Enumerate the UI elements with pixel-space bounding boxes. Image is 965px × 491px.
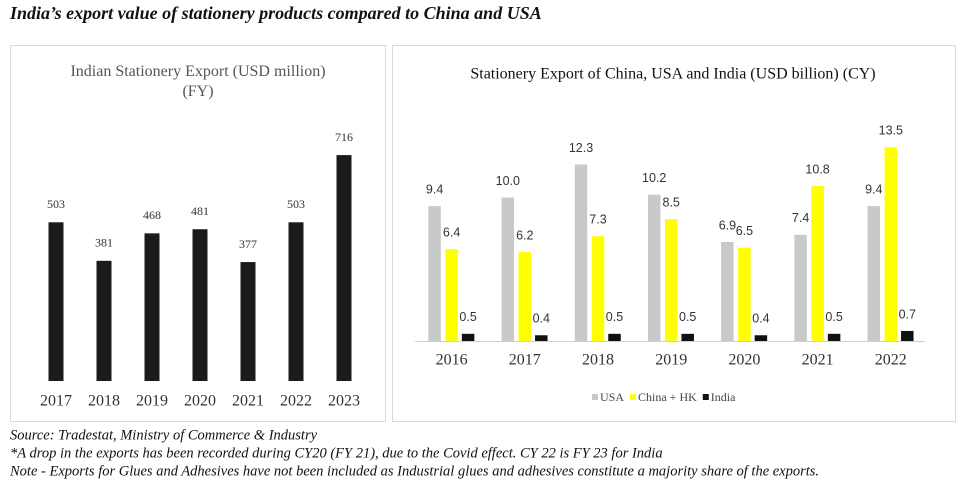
data-label: 468 <box>143 208 161 222</box>
data-label: 0.5 <box>606 310 623 324</box>
bar <box>754 335 768 341</box>
bar <box>681 333 694 341</box>
legend-label: India <box>711 390 736 404</box>
bar <box>867 206 881 341</box>
data-label: 9.4 <box>865 182 882 196</box>
legend-label: China + HK <box>638 390 697 404</box>
data-label: 716 <box>335 130 353 144</box>
data-label: 381 <box>95 236 113 250</box>
x-tick-label: 2018 <box>88 393 120 410</box>
bar <box>901 330 914 341</box>
x-tick-label: 2016 <box>436 352 468 369</box>
x-tick-label: 2020 <box>728 352 760 369</box>
right-chart-title: Stationery Export of China, USA and Indi… <box>470 66 875 83</box>
note: *A drop in the exports has been recorded… <box>10 445 663 461</box>
data-label: 377 <box>239 237 257 251</box>
x-tick-label: 2023 <box>328 393 360 410</box>
data-label: 13.5 <box>879 124 903 138</box>
bar <box>288 222 304 381</box>
bar <box>738 247 751 341</box>
bar <box>144 233 160 381</box>
data-label: 0.7 <box>899 307 916 321</box>
bar <box>574 164 588 341</box>
data-label: 6.9 <box>719 218 736 232</box>
data-label: 12.3 <box>569 141 593 155</box>
legend-label: USA <box>600 390 624 404</box>
data-label: 0.5 <box>679 310 696 324</box>
data-label: 6.4 <box>443 225 460 239</box>
note: Source: Tradestat, Ministry of Commerce … <box>10 427 318 443</box>
data-label: 6.2 <box>516 228 533 242</box>
bar <box>428 206 441 341</box>
x-tick-label: 2017 <box>40 393 72 410</box>
data-label: 10.8 <box>805 162 829 176</box>
bar <box>827 333 841 341</box>
bar <box>48 222 64 381</box>
bar <box>591 236 605 341</box>
data-label: 7.4 <box>792 211 809 225</box>
legend-swatch <box>630 394 637 400</box>
bar <box>96 260 112 381</box>
x-tick-label: 2021 <box>802 352 834 369</box>
bar <box>445 249 458 341</box>
bar <box>884 147 898 341</box>
data-label: 10.2 <box>642 171 666 185</box>
x-tick-label: 2020 <box>184 393 216 410</box>
bar <box>461 333 475 341</box>
data-label: 9.4 <box>426 182 443 196</box>
bar <box>535 335 548 341</box>
bar <box>336 155 352 381</box>
bar <box>794 234 807 341</box>
data-label: 0.4 <box>533 312 550 326</box>
data-label: 10.0 <box>496 174 520 188</box>
data-label: 481 <box>191 204 209 218</box>
bar <box>811 186 824 341</box>
figure-title: India’s export value of stationery produ… <box>9 3 542 23</box>
legend-swatch <box>592 394 598 400</box>
x-tick-label: 2017 <box>509 352 541 369</box>
bar <box>240 262 256 381</box>
data-label: 0.5 <box>459 310 476 324</box>
bar <box>518 252 532 341</box>
left-title-box: Indian Stationery Export (USD million) (… <box>70 63 326 100</box>
x-tick-label: 2019 <box>655 352 687 369</box>
x-tick-label: 2021 <box>232 393 264 410</box>
x-tick-label: 2022 <box>875 352 907 369</box>
data-label: 503 <box>287 197 305 211</box>
left-chart-title: Indian Stationery Export (USD million) (… <box>70 63 326 100</box>
bar <box>192 229 208 381</box>
data-label: 7.3 <box>589 213 606 227</box>
data-label: 503 <box>47 197 65 211</box>
note: Note - Exports for Glues and Adhesives h… <box>9 463 819 479</box>
data-label: 0.4 <box>752 312 769 326</box>
bar <box>721 241 734 341</box>
bar <box>501 197 515 341</box>
bar <box>608 333 621 341</box>
data-label: 0.5 <box>825 310 842 324</box>
data-label: 8.5 <box>663 195 680 209</box>
data-label: 6.5 <box>736 224 753 238</box>
x-tick-label: 2022 <box>280 393 312 410</box>
bar <box>647 194 661 341</box>
x-tick-label: 2018 <box>582 352 614 369</box>
legend-swatch <box>702 394 709 400</box>
bar <box>664 219 678 341</box>
x-tick-label: 2019 <box>136 393 168 410</box>
